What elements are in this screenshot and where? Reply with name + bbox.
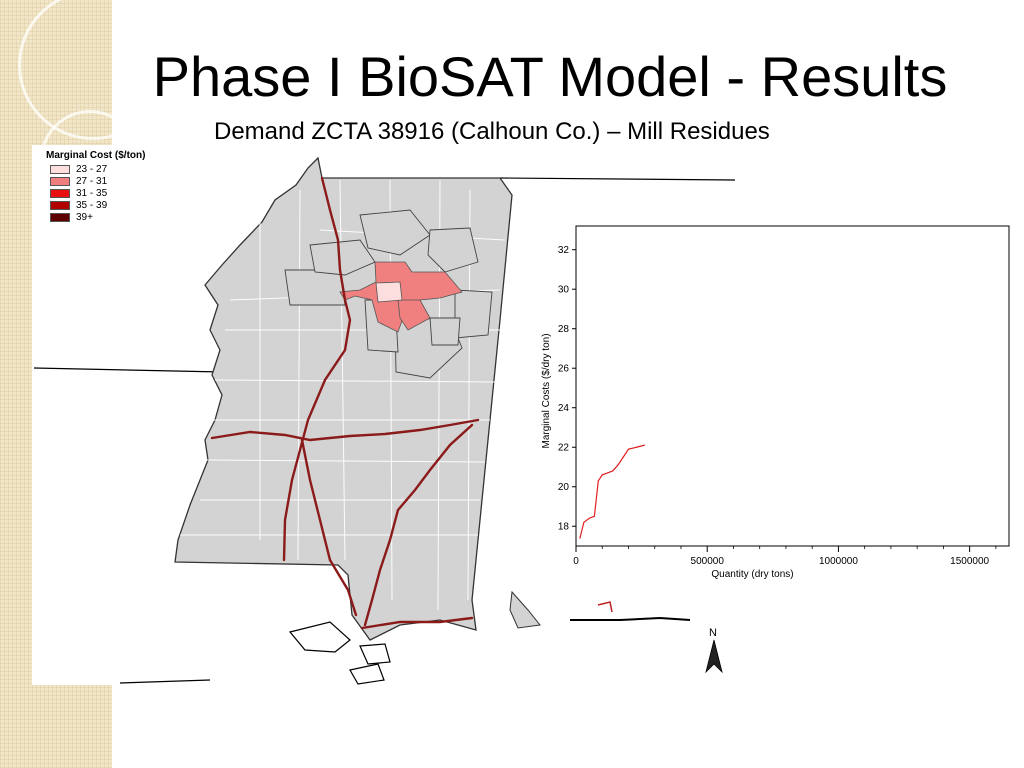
chart-svg: 18 20 22 24 26 28 30 32 0 500000 1000000 1500000 Qua… xyxy=(532,218,1012,588)
legend-swatch xyxy=(50,176,70,186)
slide-subtitle: Demand ZCTA 38916 (Calhoun Co.) – Mill R… xyxy=(214,118,770,145)
state-border-line xyxy=(33,367,223,373)
y-tick-label: 24 xyxy=(558,403,570,414)
series-point xyxy=(588,517,590,519)
legend-swatch xyxy=(50,212,70,222)
legend-label: 31 - 35 xyxy=(76,187,108,199)
series-point xyxy=(583,521,585,523)
slide-title: Phase I BioSAT Model - Results xyxy=(152,45,948,108)
legend-swatch xyxy=(50,164,70,174)
highway-10 xyxy=(360,616,474,630)
state-border-line xyxy=(499,177,736,181)
bay-marks xyxy=(597,601,613,613)
series-point xyxy=(597,480,599,482)
coast-islands xyxy=(288,621,391,685)
zcta-outlines xyxy=(284,209,493,379)
legend-title: Marginal Cost ($/ton) xyxy=(46,150,146,161)
bay-marks xyxy=(570,616,691,621)
x-tick-label: 500000 xyxy=(691,556,725,567)
x-tick-label: 0 xyxy=(573,556,579,567)
series-point xyxy=(612,470,614,472)
north-arrow-label: N xyxy=(709,627,717,639)
series-point xyxy=(617,464,619,466)
legend-swatch xyxy=(50,188,70,198)
legend-item: 23 - 27 xyxy=(50,163,180,175)
legend-swatch xyxy=(50,200,70,210)
series-point xyxy=(627,448,630,450)
series-point xyxy=(635,446,637,448)
x-tick-label: 1000000 xyxy=(819,556,858,567)
y-tick-label: 18 xyxy=(558,522,570,533)
legend-label: 35 - 39 xyxy=(76,199,108,211)
legend-label: 39+ xyxy=(76,211,93,223)
legend-item: 39+ xyxy=(50,211,180,223)
highways xyxy=(210,176,480,630)
zone-27-31 xyxy=(397,299,431,331)
county-lines xyxy=(180,179,506,611)
legend-label: 23 - 27 xyxy=(76,163,108,175)
x-axis-label: Quantity (dry tons) xyxy=(711,569,793,580)
legend-item: 31 - 35 xyxy=(50,187,180,199)
series-point xyxy=(606,472,609,474)
map-legend: Marginal Cost ($/ton) 23 - 27 27 - 31 31 -… xyxy=(34,147,180,227)
marginal-cost-chart: 18 20 22 24 26 28 30 32 0 500000 1000000 1500000 Qua… xyxy=(532,218,1012,588)
state-border-line xyxy=(119,679,211,684)
legend-item: 27 - 31 xyxy=(50,175,180,187)
legend-label: 27 - 31 xyxy=(76,175,108,187)
zone-23-27 xyxy=(375,281,403,303)
series-point xyxy=(601,474,603,476)
y-tick-label: 22 xyxy=(558,443,570,454)
y-tick-label: 28 xyxy=(558,324,570,335)
plot-area xyxy=(575,225,1010,547)
y-tick-label: 26 xyxy=(558,364,570,375)
series-point xyxy=(579,537,581,539)
legend-item: 35 - 39 xyxy=(50,199,180,211)
highway-20 xyxy=(210,418,480,442)
highway-55 xyxy=(282,176,352,562)
y-tick-label: 20 xyxy=(558,482,570,493)
north-arrow: N xyxy=(705,627,723,674)
highway-49 xyxy=(300,438,358,617)
series-point xyxy=(622,456,624,458)
y-tick-label: 30 xyxy=(558,285,570,296)
series-point xyxy=(643,444,645,446)
coast-fragment xyxy=(509,590,541,629)
y-axis-label: Marginal Costs ($/dry ton) xyxy=(541,333,552,448)
highway-59 xyxy=(363,423,474,627)
x-tick-label: 1500000 xyxy=(950,556,989,567)
y-tick-label: 32 xyxy=(558,245,570,256)
series-point xyxy=(593,515,595,517)
cost-zones xyxy=(339,261,463,333)
